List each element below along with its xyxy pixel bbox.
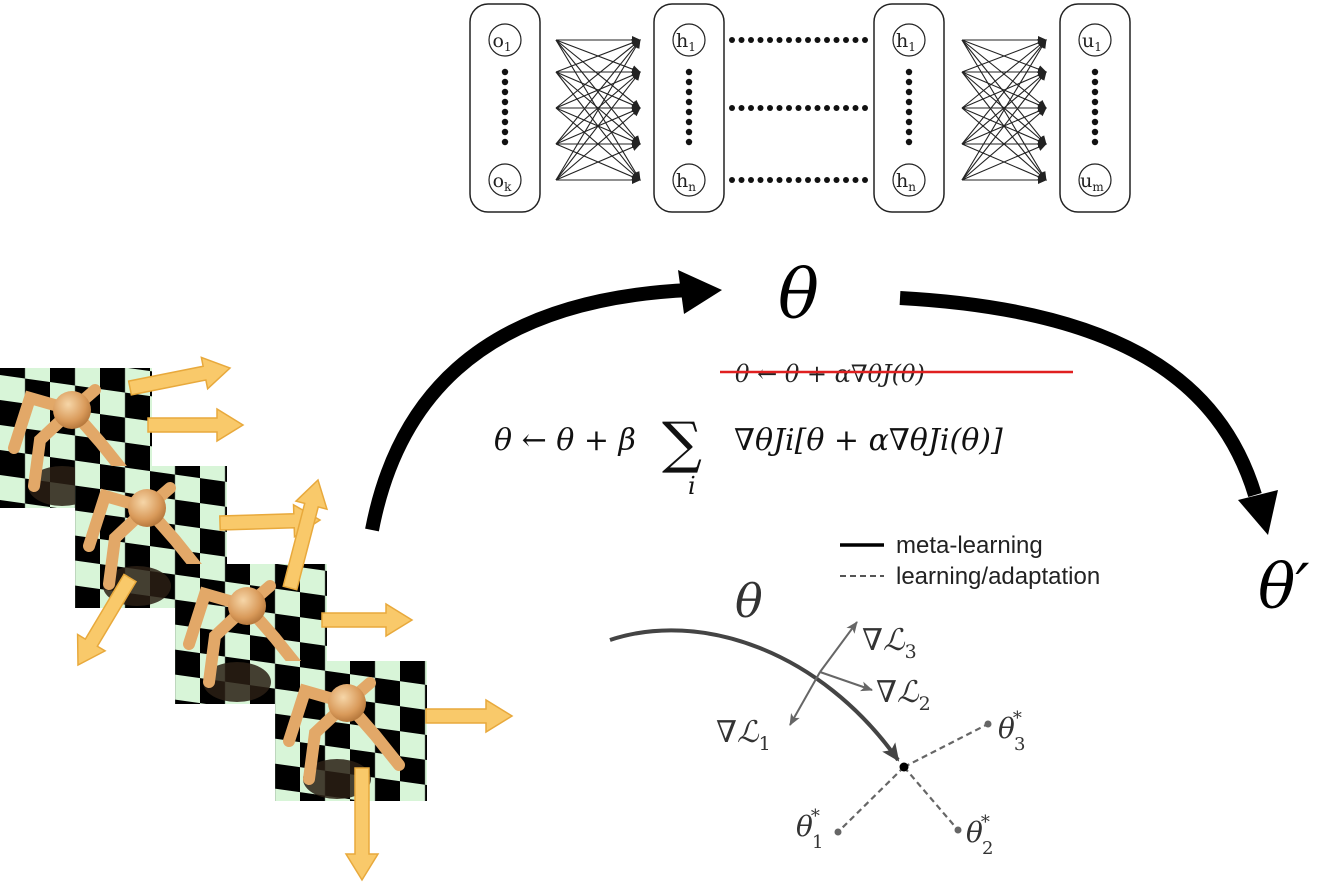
- task-direction-arrow: [321, 602, 414, 638]
- output-layer-box: [1059, 3, 1131, 213]
- hidden2-node-bottom: [892, 163, 926, 197]
- meta-update-sum: ∑: [662, 411, 702, 476]
- opt2-point: [954, 826, 962, 834]
- grad1-arrow: [789, 671, 821, 726]
- meta-point: [899, 762, 909, 772]
- opt2-label: θ* 2: [966, 812, 993, 859]
- hidden-layer-1-box: [653, 3, 725, 213]
- layer-vertical-dots: [501, 68, 1099, 146]
- connections-right: [961, 36, 1047, 184]
- hidden-node-bottom: [672, 163, 706, 197]
- legend: meta-learning learning/adaptation: [840, 532, 1100, 590]
- output-node-top: [1078, 23, 1112, 57]
- hidden-node-bottom-label: hn: [676, 170, 696, 194]
- big-arrow-right: [899, 291, 1262, 498]
- grad3-arrow: [819, 621, 858, 673]
- opt3-point: [984, 720, 992, 728]
- output-node-top-label: u1: [1082, 30, 1102, 54]
- task-direction-arrow: [147, 407, 245, 443]
- meta-update-index: i: [688, 472, 696, 500]
- theta-prime-label: θ′: [1258, 550, 1309, 623]
- adapt-line-3: [903, 723, 989, 768]
- hidden2-node-top-label: h1: [896, 30, 916, 54]
- theta-top-label: θ: [778, 256, 819, 335]
- output-node-bottom: [1078, 163, 1112, 197]
- hidden-layer-2-box: [873, 3, 945, 213]
- neural-network: o1 ok h1 hn h1 hn u1 um: [469, 3, 1131, 213]
- input-layer-box: [469, 3, 541, 213]
- ant-task-panel: [275, 661, 427, 801]
- opt1-label: θ* 1: [796, 806, 823, 853]
- opt3-label: θ* 3: [998, 708, 1025, 755]
- input-node-bottom: [488, 163, 522, 197]
- theta-inner-label: θ: [735, 574, 763, 628]
- maml-inner-diagram: θ ∇ℒ3 ∇ℒ2 ∇ℒ1 θ* 3 θ* 2 θ* 1: [609, 574, 1025, 859]
- big-arrow-left: [365, 283, 691, 532]
- input-node-top-label: o1: [492, 30, 511, 54]
- connections-left: [555, 36, 641, 184]
- big-arrow-left-head: [678, 270, 722, 314]
- adapt-line-1: [837, 766, 905, 833]
- meta-learning-path: [609, 628, 900, 762]
- input-node-bottom-label: ok: [493, 170, 512, 194]
- struck-equation: θ ← θ + α∇θJ(θ): [735, 360, 925, 388]
- legend-dashed-label: learning/adaptation: [896, 563, 1100, 590]
- input-node-top: [488, 23, 522, 57]
- grad3-label: ∇ℒ3: [862, 623, 917, 663]
- hidden2-node-top: [892, 23, 926, 57]
- hidden-horizontal-dots: [729, 37, 868, 183]
- legend-solid-label: meta-learning: [896, 532, 1043, 559]
- task-direction-arrow: [282, 478, 329, 591]
- ant-tasks: [0, 356, 514, 882]
- big-arrow-right-head: [1238, 490, 1278, 535]
- task-direction-arrow: [344, 767, 380, 882]
- hidden-node-top-label: h1: [676, 30, 696, 54]
- grad2-label: ∇ℒ2: [876, 675, 931, 715]
- task-direction-arrow: [127, 356, 232, 396]
- output-node-bottom-label: um: [1080, 170, 1104, 194]
- adapt-line-2: [903, 766, 959, 831]
- meta-update-lhs: θ ← θ + β: [494, 423, 636, 458]
- grad1-label: ∇ℒ1: [716, 715, 771, 755]
- grad2-arrow: [819, 671, 873, 692]
- meta-update-equation: θ ← θ + β ∑ i ∇θJi[θ + α∇θJi(θ)]: [494, 411, 1003, 500]
- task-direction-arrow: [425, 698, 514, 734]
- task-direction-arrow: [76, 573, 138, 667]
- opt1-point: [834, 828, 842, 836]
- hidden-node-top: [672, 23, 706, 57]
- hidden2-node-bottom-label: hn: [896, 170, 916, 194]
- meta-update-rhs: ∇θJi[θ + α∇θJi(θ)]: [734, 423, 1003, 458]
